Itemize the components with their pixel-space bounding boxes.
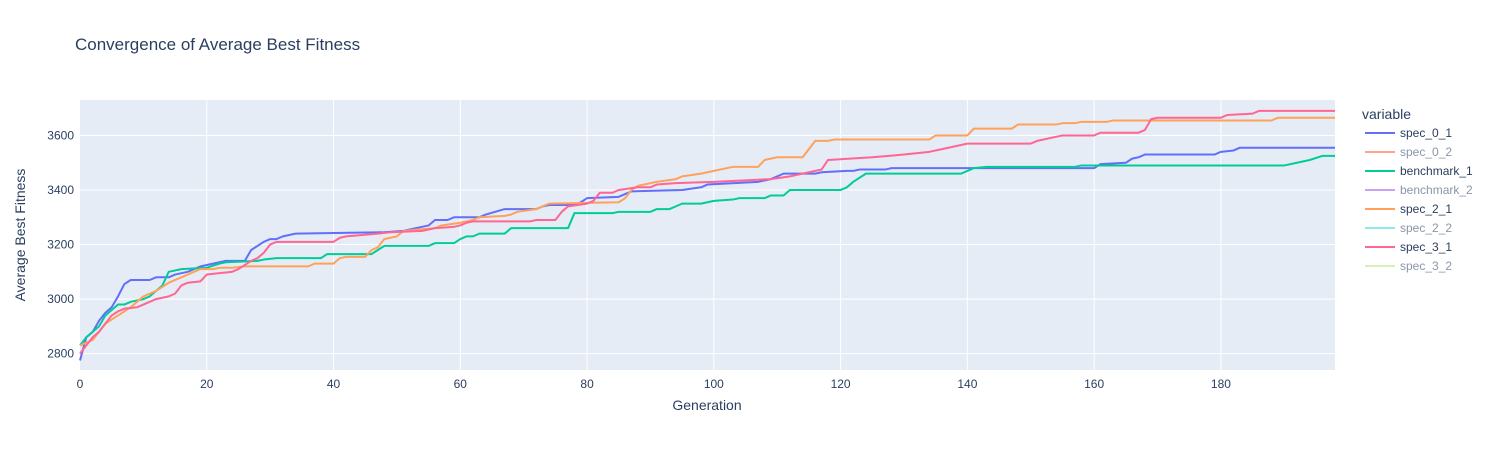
- x-tick-label: 180: [1211, 377, 1231, 391]
- series-line-spec-2-1: [79, 116, 1335, 347]
- legend-item-spec-0-2[interactable]: spec_0_2: [1365, 145, 1452, 159]
- plot-area: [80, 100, 1335, 370]
- x-tick-label: 160: [1084, 377, 1104, 391]
- y-tick-label: 2800: [47, 347, 74, 361]
- legend-item-spec-2-2[interactable]: spec_2_2: [1365, 221, 1452, 235]
- y-axis-title: Average Best Fitness: [12, 169, 28, 302]
- y-tick-label: 3000: [47, 292, 74, 306]
- legend-label: benchmark_1: [1400, 164, 1473, 178]
- series-line-spec-3-1: [79, 109, 1335, 355]
- grid: [80, 100, 1335, 370]
- legend-item-spec-0-1[interactable]: spec_0_1: [1365, 126, 1452, 140]
- x-tick-label: 40: [327, 377, 341, 391]
- legend-title: variable: [1362, 106, 1411, 122]
- y-tick-label: 3600: [47, 128, 74, 142]
- legend-item-benchmark-2[interactable]: benchmark_2: [1365, 183, 1473, 197]
- y-tick-label: 3400: [47, 183, 74, 197]
- x-tick-label: 120: [831, 377, 851, 391]
- x-tick-label: 100: [704, 377, 724, 391]
- x-tick-label: 60: [454, 377, 468, 391]
- legend-label: spec_0_2: [1400, 145, 1452, 159]
- legend-label: spec_3_2: [1400, 259, 1452, 273]
- legend-item-benchmark-1[interactable]: benchmark_1: [1365, 164, 1473, 178]
- x-tick-label: 80: [580, 377, 594, 391]
- x-axis-title: Generation: [672, 397, 741, 413]
- legend: variable spec_0_1 spec_0_2 benchmark_1benc…: [1362, 106, 1473, 273]
- x-tick-label: 140: [957, 377, 977, 391]
- legend-label: spec_0_1: [1400, 126, 1452, 140]
- legend-item-spec-3-1[interactable]: spec_3_1: [1365, 240, 1452, 254]
- series-lines: [79, 109, 1335, 361]
- legend-item-spec-2-1[interactable]: spec_2_1: [1365, 202, 1452, 216]
- x-tick-labels: 0 20 40 60 80 100 120 140 160 180: [77, 377, 1232, 391]
- series-line-benchmark-1: [79, 154, 1335, 347]
- legend-label: spec_3_1: [1400, 240, 1452, 254]
- legend-label: spec_2_2: [1400, 221, 1452, 235]
- legend-label: spec_2_1: [1400, 202, 1452, 216]
- legend-label: benchmark_2: [1400, 183, 1473, 197]
- y-tick-labels: 2800 3000 3200 3400 3600: [47, 128, 74, 360]
- y-tick-label: 3200: [47, 238, 74, 252]
- chart-title: Convergence of Average Best Fitness: [75, 35, 360, 54]
- x-tick-label: 0: [77, 377, 84, 391]
- x-tick-label: 20: [200, 377, 214, 391]
- legend-item-spec-3-2[interactable]: spec_3_2: [1365, 259, 1452, 273]
